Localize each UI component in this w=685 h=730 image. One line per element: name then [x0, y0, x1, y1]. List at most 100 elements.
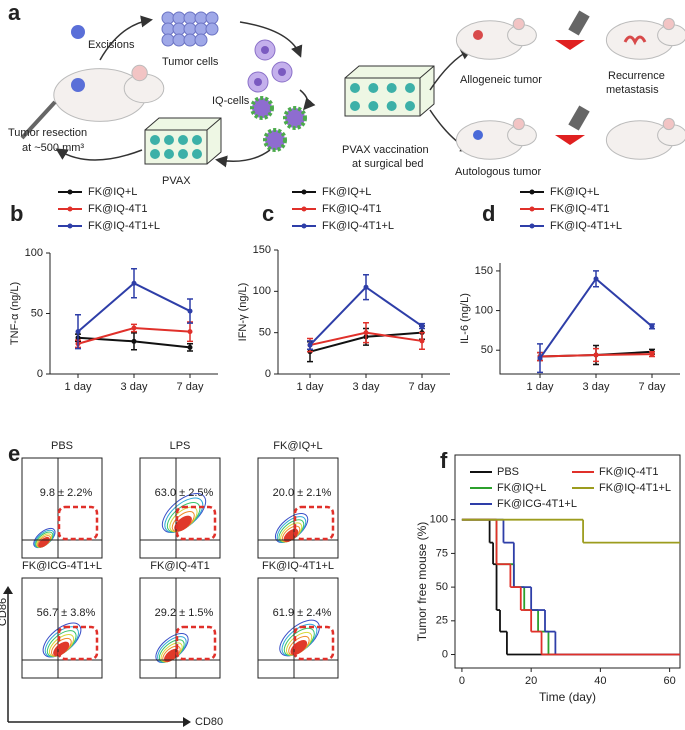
- pvax-dot: [368, 101, 379, 111]
- label: Time (day): [539, 690, 596, 704]
- pvax-dot: [350, 83, 360, 93]
- pvax-dot: [150, 135, 160, 145]
- label: 150: [253, 244, 271, 256]
- legend-marker: [301, 223, 307, 229]
- marker: [593, 352, 599, 358]
- label: 20.0 ± 2.1%: [273, 487, 332, 499]
- label: at surgical bed: [352, 158, 424, 170]
- axes: [277, 250, 450, 375]
- label: FK@ICG-4T1+L: [497, 498, 577, 510]
- pvax-dot: [368, 83, 379, 93]
- gate: [57, 505, 99, 541]
- tumor-cell: [194, 11, 208, 25]
- label: d: [482, 201, 495, 226]
- label: 150: [475, 265, 493, 277]
- tumor-cell: [205, 11, 219, 25]
- label: FK@IQ-4T1+L: [550, 220, 622, 232]
- label: CD86: [0, 598, 9, 626]
- label: 9.8 ± 2.2%: [40, 487, 93, 499]
- label: 50: [31, 307, 43, 319]
- label: f: [440, 448, 448, 473]
- pvax-dot: [178, 149, 188, 159]
- tumor: [473, 30, 483, 40]
- label: Recurrence: [608, 70, 665, 82]
- arrow: [239, 21, 303, 58]
- label: 100: [253, 285, 271, 297]
- label: FK@IQ-4T1: [599, 466, 658, 478]
- laser-device: [568, 10, 590, 36]
- contour: [164, 648, 179, 663]
- label: Allogeneic tumor: [460, 74, 542, 86]
- label: 63.0 ± 2.5%: [155, 487, 214, 499]
- label: FK@IQ+L: [273, 440, 322, 452]
- marker: [187, 344, 193, 350]
- tumor-cell: [183, 22, 197, 36]
- contour: [174, 515, 192, 532]
- excised-tumor: [71, 25, 85, 39]
- label: 3 day: [121, 381, 148, 393]
- tumor-cell: [172, 33, 186, 47]
- label: 100: [25, 247, 43, 259]
- plot-frame: [454, 454, 681, 669]
- marker: [131, 280, 137, 286]
- tumor-cell: [172, 22, 186, 36]
- pvax-dot: [350, 101, 360, 111]
- label: FK@IQ+L: [88, 186, 137, 198]
- label: 7 day: [409, 381, 436, 393]
- mouse-ear: [662, 117, 675, 131]
- label: 0: [442, 648, 448, 660]
- pvax-dot: [192, 149, 202, 159]
- label: 1 day: [65, 381, 92, 393]
- mouse-ear: [131, 64, 148, 82]
- iq-cell: [263, 128, 287, 152]
- label: 0: [265, 368, 271, 380]
- tumor: [473, 130, 483, 140]
- label: 100: [475, 304, 493, 316]
- marker: [419, 338, 425, 344]
- label: PVAX vaccination: [342, 144, 429, 156]
- label: Tumor cells: [162, 56, 219, 68]
- label: Autologous tumor: [455, 166, 542, 178]
- pvax-dot: [150, 149, 160, 159]
- label: FK@IQ-4T1+L: [262, 560, 334, 572]
- label: 56.7 ± 3.8%: [37, 607, 96, 619]
- label: 50: [259, 327, 271, 339]
- legend-marker: [67, 206, 73, 212]
- label: FK@IQ-4T1: [88, 203, 147, 215]
- marker: [419, 323, 425, 329]
- label: FK@ICG-4T1+L: [22, 560, 102, 572]
- legend-marker: [67, 189, 73, 195]
- mouse-ear: [662, 17, 675, 31]
- tumor: [71, 78, 85, 92]
- label: 7 day: [639, 381, 666, 393]
- mouse-ear: [512, 17, 525, 31]
- label: 1 day: [527, 381, 554, 393]
- nucleus: [254, 78, 262, 86]
- tumor-cell: [172, 11, 186, 25]
- tumor-cell: [183, 11, 197, 25]
- arrow: [55, 148, 143, 161]
- gate: [293, 505, 335, 541]
- label: TNF-α (ng/L): [9, 282, 21, 345]
- label: 1 day: [297, 381, 324, 393]
- label: metastasis: [606, 84, 659, 96]
- gate: [293, 625, 335, 661]
- label: 50: [436, 581, 448, 593]
- marker: [187, 308, 193, 314]
- label: FK@IQ+L: [497, 482, 546, 494]
- tumor-cell: [161, 22, 175, 36]
- plot-frame: [257, 457, 339, 559]
- label: 60: [663, 675, 675, 687]
- legend-marker: [529, 206, 535, 212]
- tumor-cell: [161, 11, 175, 25]
- label: FK@IQ-4T1+L: [322, 220, 394, 232]
- label: Excisions: [88, 39, 135, 51]
- scalpel: [20, 100, 57, 140]
- label: c: [262, 201, 274, 226]
- label: IQ-cells: [212, 95, 250, 107]
- flow-plot: [21, 457, 103, 559]
- label: IFN-γ (ng/L): [237, 283, 249, 342]
- laser-device: [568, 105, 590, 131]
- pvax-dot: [386, 101, 397, 111]
- label: 61.9 ± 2.4%: [273, 607, 332, 619]
